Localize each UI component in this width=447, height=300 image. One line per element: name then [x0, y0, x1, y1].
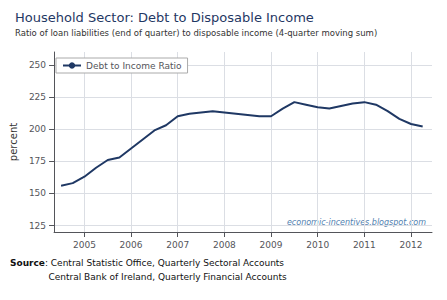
svg-text:Debt to Income Ratio: Debt to Income Ratio	[86, 61, 182, 71]
svg-text:: Central Statistic Office, Qu: : Central Statistic Office, Quarterly Se…	[45, 258, 284, 268]
svg-text:economic-incentives.blogspot.c: economic-incentives.blogspot.com	[286, 217, 426, 227]
svg-text:2007: 2007	[166, 240, 189, 250]
svg-text:2010: 2010	[306, 240, 329, 250]
svg-text:Household Sector: Debt to Disp: Household Sector: Debt to Disposable Inc…	[15, 10, 314, 25]
svg-text:Ratio of loan liabilities (end: Ratio of loan liabilities (end of quarte…	[15, 28, 377, 38]
svg-text:2012: 2012	[400, 240, 423, 250]
svg-text:2009: 2009	[260, 240, 283, 250]
svg-text:2008: 2008	[213, 240, 236, 250]
svg-text:2011: 2011	[353, 240, 376, 250]
svg-text:200: 200	[29, 124, 46, 134]
svg-text:225: 225	[29, 92, 46, 102]
svg-text:Source: Source	[10, 258, 45, 268]
svg-text:Central Bank of Ireland, Quart: Central Bank of Ireland, Quarterly Finan…	[48, 272, 287, 282]
svg-text:2005: 2005	[73, 240, 96, 250]
svg-text:175: 175	[29, 156, 46, 166]
svg-text:125: 125	[29, 221, 46, 231]
svg-text:150: 150	[29, 188, 46, 198]
svg-text:250: 250	[29, 60, 46, 70]
svg-text:2006: 2006	[120, 240, 143, 250]
svg-text:percent: percent	[8, 123, 19, 161]
